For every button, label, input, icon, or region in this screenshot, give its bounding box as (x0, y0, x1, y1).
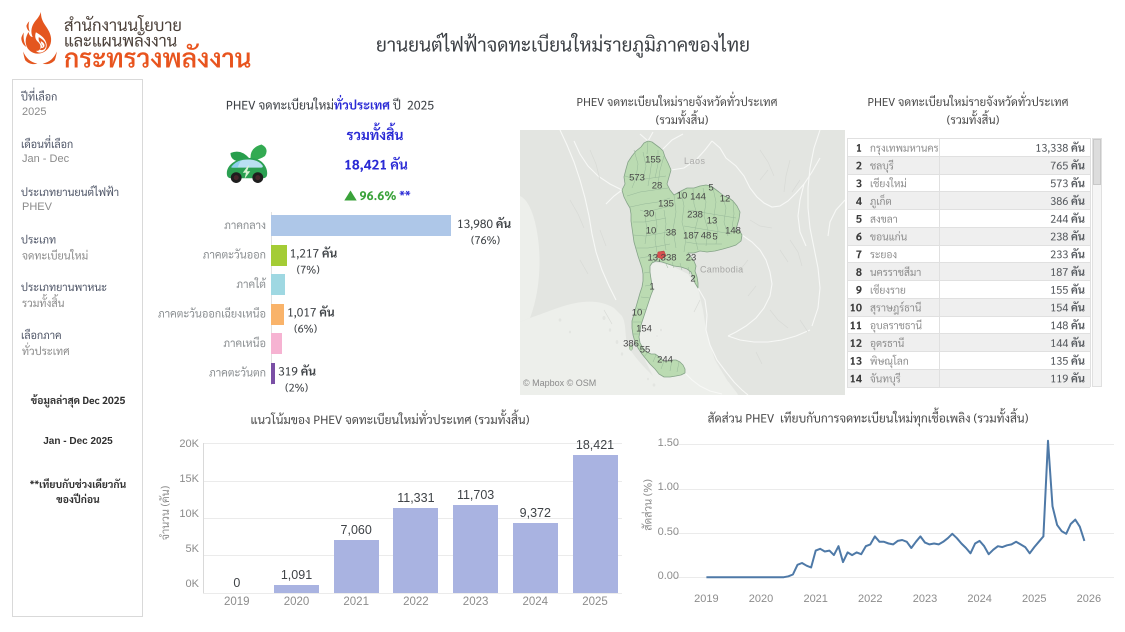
svg-text:10: 10 (632, 308, 643, 319)
svg-text:55: 55 (640, 345, 651, 356)
svg-text:28: 28 (652, 181, 663, 192)
svg-text:148: 148 (725, 226, 741, 237)
svg-text:48: 48 (701, 231, 712, 242)
svg-text:573: 573 (629, 173, 645, 184)
svg-text:10: 10 (646, 226, 657, 237)
svg-text:Cambodia: Cambodia (700, 265, 743, 275)
svg-text:© Mapbox © OSM: © Mapbox © OSM (523, 378, 596, 388)
svg-text:187: 187 (683, 231, 699, 242)
svg-text:Laos: Laos (684, 156, 706, 166)
svg-text:10: 10 (677, 191, 688, 202)
svg-text:13: 13 (707, 216, 718, 227)
svg-text:154: 154 (636, 324, 652, 335)
svg-text:386: 386 (623, 339, 639, 350)
svg-text:135: 135 (658, 199, 674, 210)
svg-text:238: 238 (687, 210, 703, 221)
svg-text:244: 244 (657, 355, 673, 366)
svg-text:23: 23 (686, 253, 697, 264)
svg-text:12: 12 (720, 194, 731, 205)
svg-text:38: 38 (666, 228, 677, 239)
svg-text:5: 5 (712, 232, 717, 243)
svg-text:2: 2 (690, 274, 695, 285)
svg-text:155: 155 (645, 155, 661, 166)
svg-text:144: 144 (690, 192, 706, 203)
svg-text:30: 30 (644, 209, 655, 220)
svg-text:1: 1 (649, 282, 654, 293)
svg-text:5: 5 (708, 183, 713, 194)
svg-text:13,338: 13,338 (647, 253, 676, 264)
